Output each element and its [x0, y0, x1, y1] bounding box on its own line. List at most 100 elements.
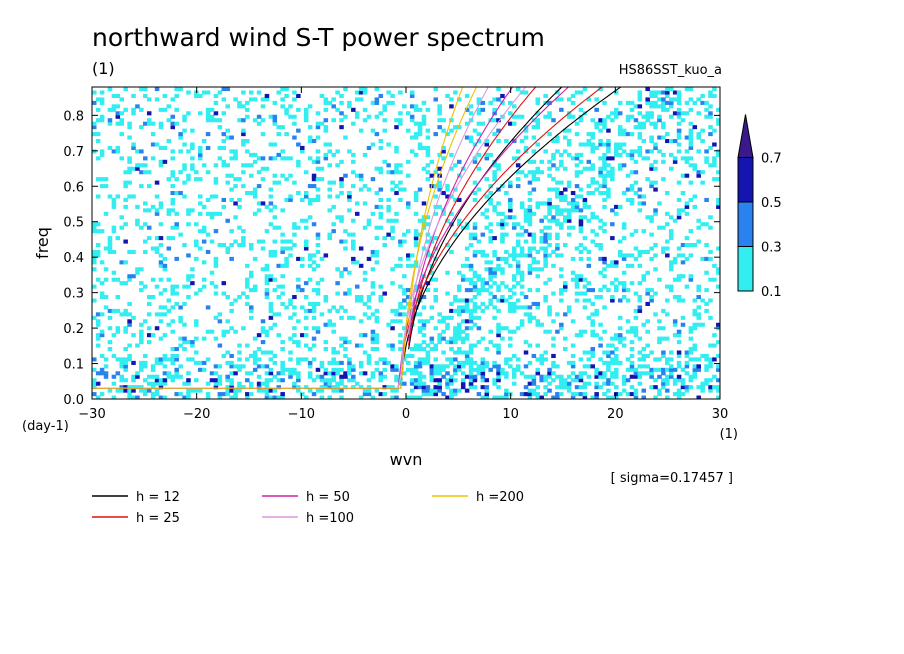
- power-cell: [460, 340, 466, 345]
- power-cell: [95, 118, 101, 123]
- power-cell: [296, 191, 301, 196]
- power-cell: [311, 260, 317, 265]
- power-cell: [292, 90, 297, 95]
- power-cell: [704, 256, 709, 261]
- power-cell: [657, 104, 662, 109]
- power-cell: [225, 378, 230, 383]
- power-cell: [256, 156, 262, 161]
- power-cell: [680, 243, 686, 248]
- power-cell: [107, 347, 113, 352]
- power-cell: [614, 357, 619, 362]
- power-cell: [665, 107, 670, 112]
- power-cell: [555, 211, 560, 216]
- power-cell: [190, 156, 195, 161]
- power-cell: [95, 371, 101, 376]
- power-cell: [366, 295, 372, 300]
- power-cell: [398, 312, 403, 317]
- power-cell: [621, 222, 627, 227]
- power-cell: [472, 128, 478, 133]
- power-cell: [237, 104, 242, 109]
- power-cell: [633, 308, 639, 313]
- power-cell: [119, 385, 124, 390]
- power-cell: [543, 201, 548, 206]
- power-cell: [319, 360, 325, 365]
- power-cell: [468, 326, 474, 331]
- power-cell: [559, 163, 564, 168]
- power-cell: [437, 340, 442, 345]
- power-cell: [433, 298, 438, 303]
- power-cell: [645, 97, 650, 102]
- power-cell: [237, 197, 242, 202]
- power-cell: [668, 350, 674, 355]
- power-cell: [429, 305, 435, 310]
- power-cell: [468, 357, 474, 362]
- power-cell: [602, 163, 607, 168]
- power-cell: [394, 263, 399, 268]
- power-cell: [429, 340, 435, 345]
- power-cell: [217, 156, 223, 161]
- power-cell: [527, 215, 533, 220]
- power-cell: [209, 114, 215, 119]
- power-cell: [496, 222, 501, 227]
- power-cell: [606, 288, 611, 293]
- power-cell: [154, 312, 160, 317]
- power-cell: [453, 371, 458, 376]
- power-cell: [370, 267, 376, 272]
- power-cell: [645, 156, 650, 161]
- power-cell: [464, 353, 470, 358]
- power-cell: [449, 315, 454, 320]
- power-cell: [370, 329, 376, 334]
- power-cell: [406, 288, 411, 293]
- power-cell: [712, 87, 717, 92]
- power-cell: [182, 128, 187, 133]
- power-cell: [692, 298, 698, 303]
- power-cell: [99, 353, 105, 358]
- power-cell: [362, 152, 368, 157]
- power-cell: [563, 135, 568, 140]
- power-cell: [288, 357, 293, 362]
- power-cell: [194, 336, 199, 341]
- power-cell: [154, 246, 160, 251]
- power-cell: [590, 118, 595, 123]
- power-cell: [268, 142, 274, 147]
- power-cell: [284, 263, 289, 268]
- power-cell: [158, 277, 164, 282]
- power-cell: [500, 236, 505, 241]
- power-cell: [523, 218, 529, 223]
- power-cell: [700, 385, 705, 390]
- power-cell: [335, 367, 340, 372]
- power-cell: [657, 225, 662, 230]
- power-cell: [535, 319, 541, 324]
- power-cell: [268, 114, 274, 119]
- power-cell: [508, 364, 513, 369]
- power-cell: [433, 87, 438, 92]
- power-cell: [676, 135, 682, 140]
- power-cell: [327, 319, 333, 324]
- power-cell: [570, 114, 576, 119]
- power-cell: [174, 177, 179, 182]
- power-cell: [205, 392, 211, 397]
- power-cell: [551, 139, 556, 144]
- power-cell: [374, 333, 380, 338]
- power-cell: [127, 343, 132, 348]
- power-cell: [158, 385, 164, 390]
- power-cell: [205, 381, 211, 386]
- power-cell: [684, 87, 690, 92]
- power-cell: [390, 395, 395, 399]
- power-cell: [488, 239, 493, 244]
- power-cell: [327, 208, 333, 213]
- power-cell: [468, 263, 474, 268]
- power-cell: [515, 281, 521, 286]
- power-cell: [578, 187, 584, 192]
- power-cell: [594, 367, 599, 372]
- power-cell: [382, 385, 387, 390]
- power-cell: [598, 142, 603, 147]
- power-cell: [186, 277, 191, 282]
- power-cell: [625, 263, 631, 268]
- power-cell: [378, 225, 384, 230]
- power-cell: [665, 374, 670, 379]
- power-cell: [657, 374, 662, 379]
- power-cell: [716, 322, 720, 327]
- power-cell: [260, 267, 266, 272]
- power-cell: [123, 347, 128, 352]
